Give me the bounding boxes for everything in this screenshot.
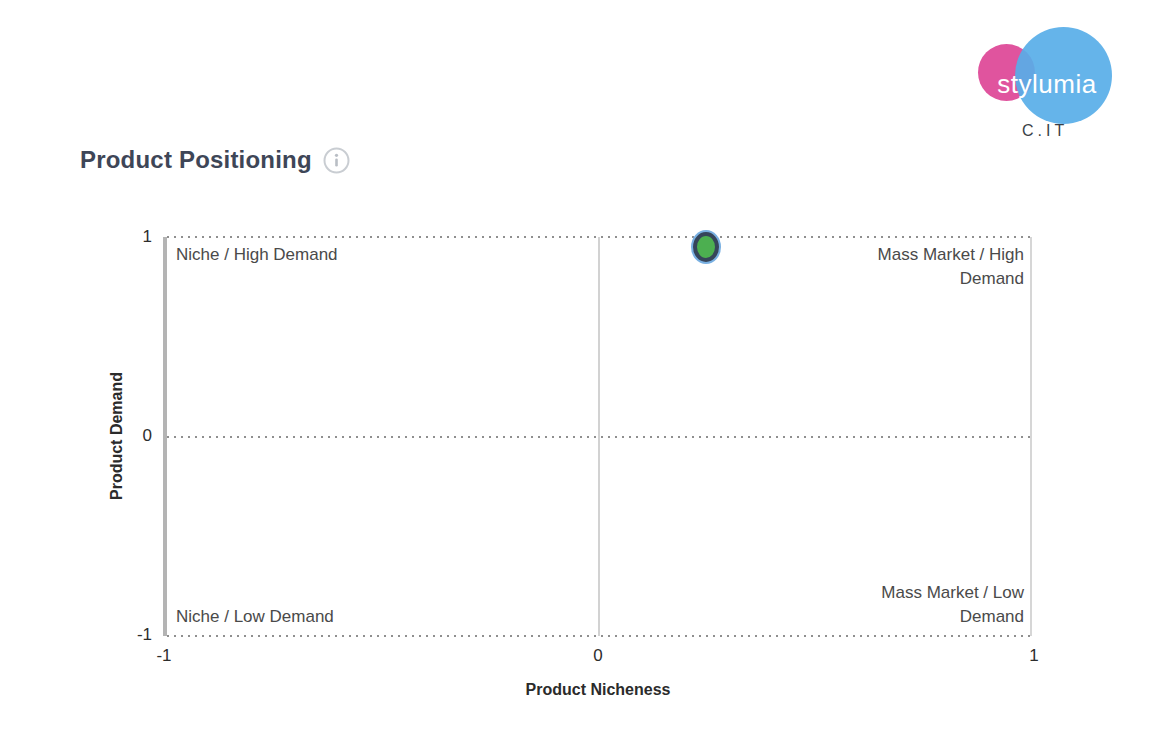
y-tick-0: 0 xyxy=(106,426,152,446)
x-tick-1: 1 xyxy=(1029,646,1038,666)
gridline-x-zero xyxy=(598,237,600,636)
data-point-marker[interactable] xyxy=(693,232,719,262)
quadrant-label-niche-high-demand: Niche / High Demand xyxy=(176,243,338,267)
product-positioning-chart: Product Demand 1 0 -1 Niche / High Deman… xyxy=(0,0,1158,748)
y-tick-minus-1: -1 xyxy=(106,625,152,645)
y-tick-1: 1 xyxy=(106,227,152,247)
plot-area: Niche / High Demand Mass Market / High D… xyxy=(163,237,1032,636)
page: stylumia C.IT Product Positioning Produc… xyxy=(0,0,1158,748)
x-tick-0: 0 xyxy=(593,646,602,666)
quadrant-label-mass-market-high-demand: Mass Market / High Demand xyxy=(834,243,1024,291)
quadrant-label-niche-low-demand: Niche / Low Demand xyxy=(176,605,334,629)
quadrant-label-mass-market-low-demand: Mass Market / Low Demand xyxy=(834,581,1024,629)
x-axis-label: Product Nicheness xyxy=(526,681,671,699)
x-tick-minus-1: -1 xyxy=(156,646,171,666)
